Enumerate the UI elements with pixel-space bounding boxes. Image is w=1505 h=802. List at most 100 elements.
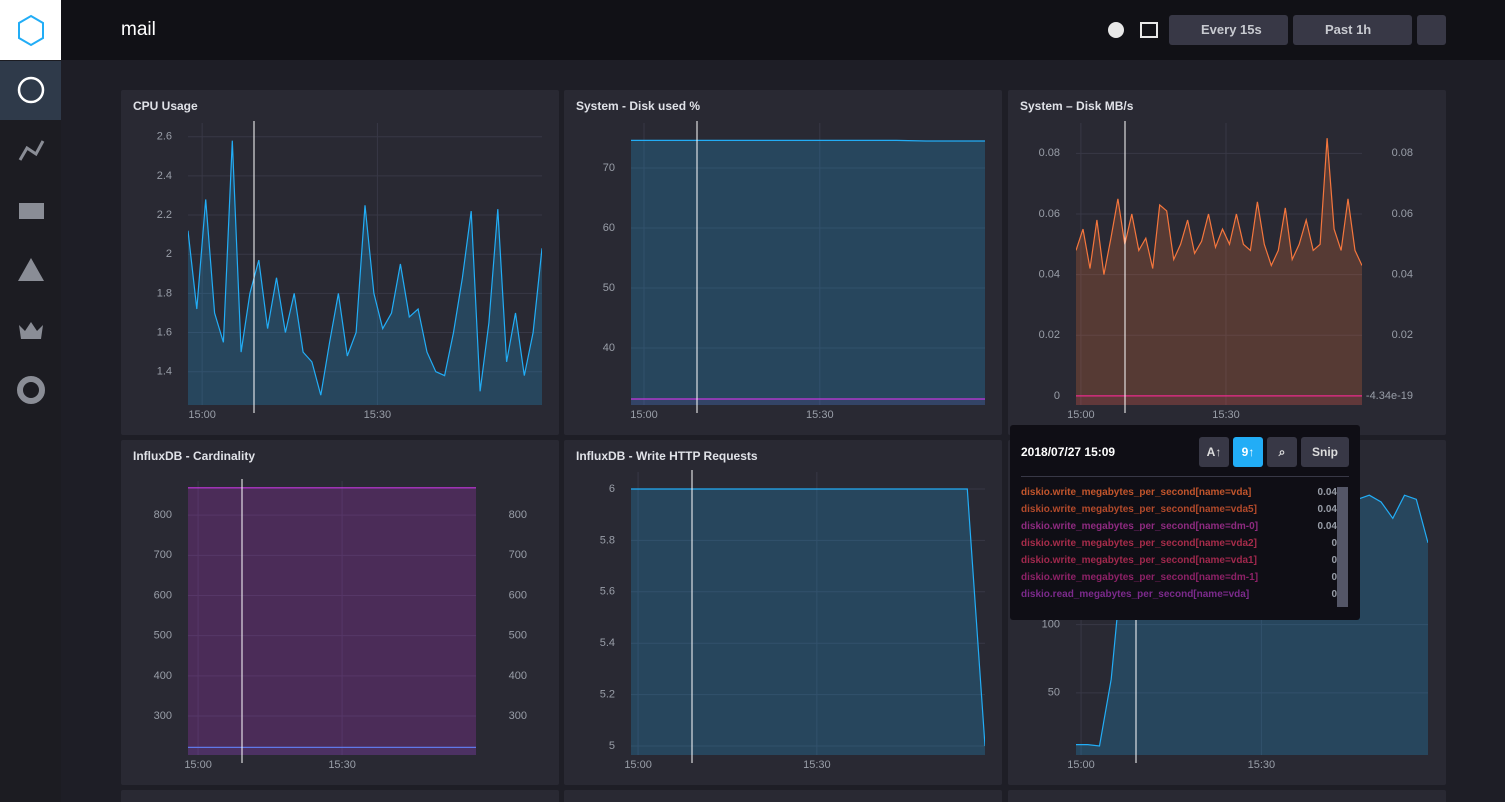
y-tick-label: 700 <box>154 549 172 561</box>
row-name: diskio.write_megabytes_per_second[name=d… <box>1021 521 1258 532</box>
row-name: diskio.write_megabytes_per_second[name=v… <box>1021 555 1257 566</box>
tooltip-row: diskio.write_megabytes_per_second[name=d… <box>1021 571 1337 585</box>
y2-tick-label: 0.04 <box>1392 269 1413 281</box>
refresh-label: Every 15s <box>1201 22 1262 37</box>
y-tick-label: 40 <box>603 342 615 354</box>
range-button[interactable]: Past 1h <box>1293 15 1412 45</box>
sort-num[interactable]: 9↑ <box>1233 437 1263 467</box>
y-tick-label: 0.02 <box>1039 329 1060 341</box>
x-tick-label: 15:00 <box>1067 409 1095 421</box>
help-icon[interactable] <box>1108 22 1124 38</box>
y-tick-label: 2 <box>166 248 172 260</box>
y-tick-label: 5.4 <box>600 637 615 649</box>
series-area <box>631 140 985 405</box>
y-tick-label: 400 <box>154 670 172 682</box>
tooltip-row: diskio.write_megabytes_per_second[name=v… <box>1021 537 1337 551</box>
y-tick-label: 60 <box>603 222 615 234</box>
row-value: 0.04 <box>1318 503 1337 517</box>
search[interactable]: ⌕ <box>1267 437 1297 467</box>
y-tick-label: 800 <box>154 509 172 521</box>
y2-tick-label: 400 <box>509 670 527 682</box>
tooltip-row: diskio.write_megabytes_per_second[name=v… <box>1021 486 1337 500</box>
x-tick-label: 15:30 <box>803 759 831 771</box>
page-title: mail <box>121 19 156 40</box>
y-tick-label: 100 <box>1042 619 1060 631</box>
x-tick-label: 15:30 <box>328 759 356 771</box>
row-name: diskio.write_megabytes_per_second[name=d… <box>1021 572 1258 583</box>
row-value: 0 <box>1331 588 1337 602</box>
series-line <box>631 140 985 141</box>
x-tick-label: 15:00 <box>184 759 212 771</box>
series-area <box>188 488 476 755</box>
snip-button[interactable]: Snip <box>1301 437 1349 467</box>
row-name: diskio.write_megabytes_per_second[name=v… <box>1021 538 1257 549</box>
row-value: 0 <box>1331 537 1337 551</box>
row-value: 0 <box>1331 571 1337 585</box>
nav-icon[interactable] <box>19 203 44 219</box>
nav-active[interactable] <box>0 61 61 120</box>
x-tick-label: 15:00 <box>630 409 658 421</box>
sort-alpha[interactable]: A↑ <box>1199 437 1229 467</box>
y2-tick-label: 0.06 <box>1392 208 1413 220</box>
y2-tick-label: 300 <box>509 710 527 722</box>
y-tick-label: 0 <box>1054 390 1060 402</box>
row-value: 0.04 <box>1318 486 1337 500</box>
panel-stub <box>564 790 1002 802</box>
tooltip-time: 2018/07/27 15:09 <box>1021 445 1115 459</box>
x-tick-label: 15:00 <box>188 409 216 421</box>
x-tick-label: 15:30 <box>1248 759 1276 771</box>
y-tick-label: 300 <box>154 710 172 722</box>
series-area <box>631 489 985 755</box>
tooltip: 2018/07/27 15:09 A↑ 9↑ ⌕ Snip diskio.wri… <box>1010 425 1360 620</box>
y2-tick-label: 0.02 <box>1392 329 1413 341</box>
y-tick-label: 50 <box>603 282 615 294</box>
series-area <box>188 747 476 755</box>
y-tick-label: 2.6 <box>157 131 172 143</box>
divider <box>1021 476 1349 477</box>
y2-tick-label: 0.08 <box>1392 147 1413 159</box>
panel-stub <box>121 790 559 802</box>
y2-tick-label: 500 <box>509 630 527 642</box>
y-tick-label: 6 <box>609 483 615 495</box>
row-name: diskio.read_megabytes_per_second[name=vd… <box>1021 589 1249 600</box>
y-tick-label: 0.04 <box>1039 269 1060 281</box>
tooltip-row: diskio.read_megabytes_per_second[name=vd… <box>1021 588 1337 602</box>
range-label: Past 1h <box>1325 22 1371 37</box>
y-tick-label: 5.8 <box>600 534 615 546</box>
y2-tick-label: 700 <box>509 549 527 561</box>
x-tick-label: 15:00 <box>1067 759 1095 771</box>
x-tick-label: 15:30 <box>1212 409 1240 421</box>
y-tick-label: 0.06 <box>1039 208 1060 220</box>
y-tick-label: 2.2 <box>157 209 172 221</box>
x-tick-label: 15:30 <box>364 409 392 421</box>
y-tick-label: 2.4 <box>157 170 172 182</box>
y-tick-label: 500 <box>154 630 172 642</box>
row-value: 0 <box>1331 554 1337 568</box>
chart-title: InfluxDB - Cardinality <box>133 449 255 463</box>
tooltip-row: diskio.write_megabytes_per_second[name=d… <box>1021 520 1337 534</box>
y-tick-label: 1.8 <box>157 287 172 299</box>
series-area <box>631 399 985 405</box>
chart-title: System - Disk used % <box>576 99 700 113</box>
y2-tick-label: 600 <box>509 589 527 601</box>
refresh-button[interactable]: Every 15s <box>1169 15 1288 45</box>
y2-tick-label: 800 <box>509 509 527 521</box>
y-tick-label: 5 <box>609 740 615 752</box>
x-tick-label: 15:30 <box>806 409 834 421</box>
y-tick-label: 5.6 <box>600 586 615 598</box>
logo-box[interactable] <box>0 0 61 60</box>
fullscreen-button[interactable] <box>1417 15 1446 45</box>
y-tick-label: 1.4 <box>157 366 172 378</box>
scrollbar[interactable] <box>1337 487 1348 607</box>
tooltip-row: diskio.write_megabytes_per_second[name=v… <box>1021 503 1337 517</box>
y-tick-label: 600 <box>154 589 172 601</box>
y-tick-label: 70 <box>603 162 615 174</box>
y2-tick-label: -4.34e-19 <box>1366 390 1413 402</box>
panel-stub <box>1008 790 1446 802</box>
y-tick-label: 5.2 <box>600 689 615 701</box>
row-value: 0.04 <box>1318 520 1337 534</box>
y-tick-label: 50 <box>1048 687 1060 699</box>
x-tick-label: 15:00 <box>624 759 652 771</box>
